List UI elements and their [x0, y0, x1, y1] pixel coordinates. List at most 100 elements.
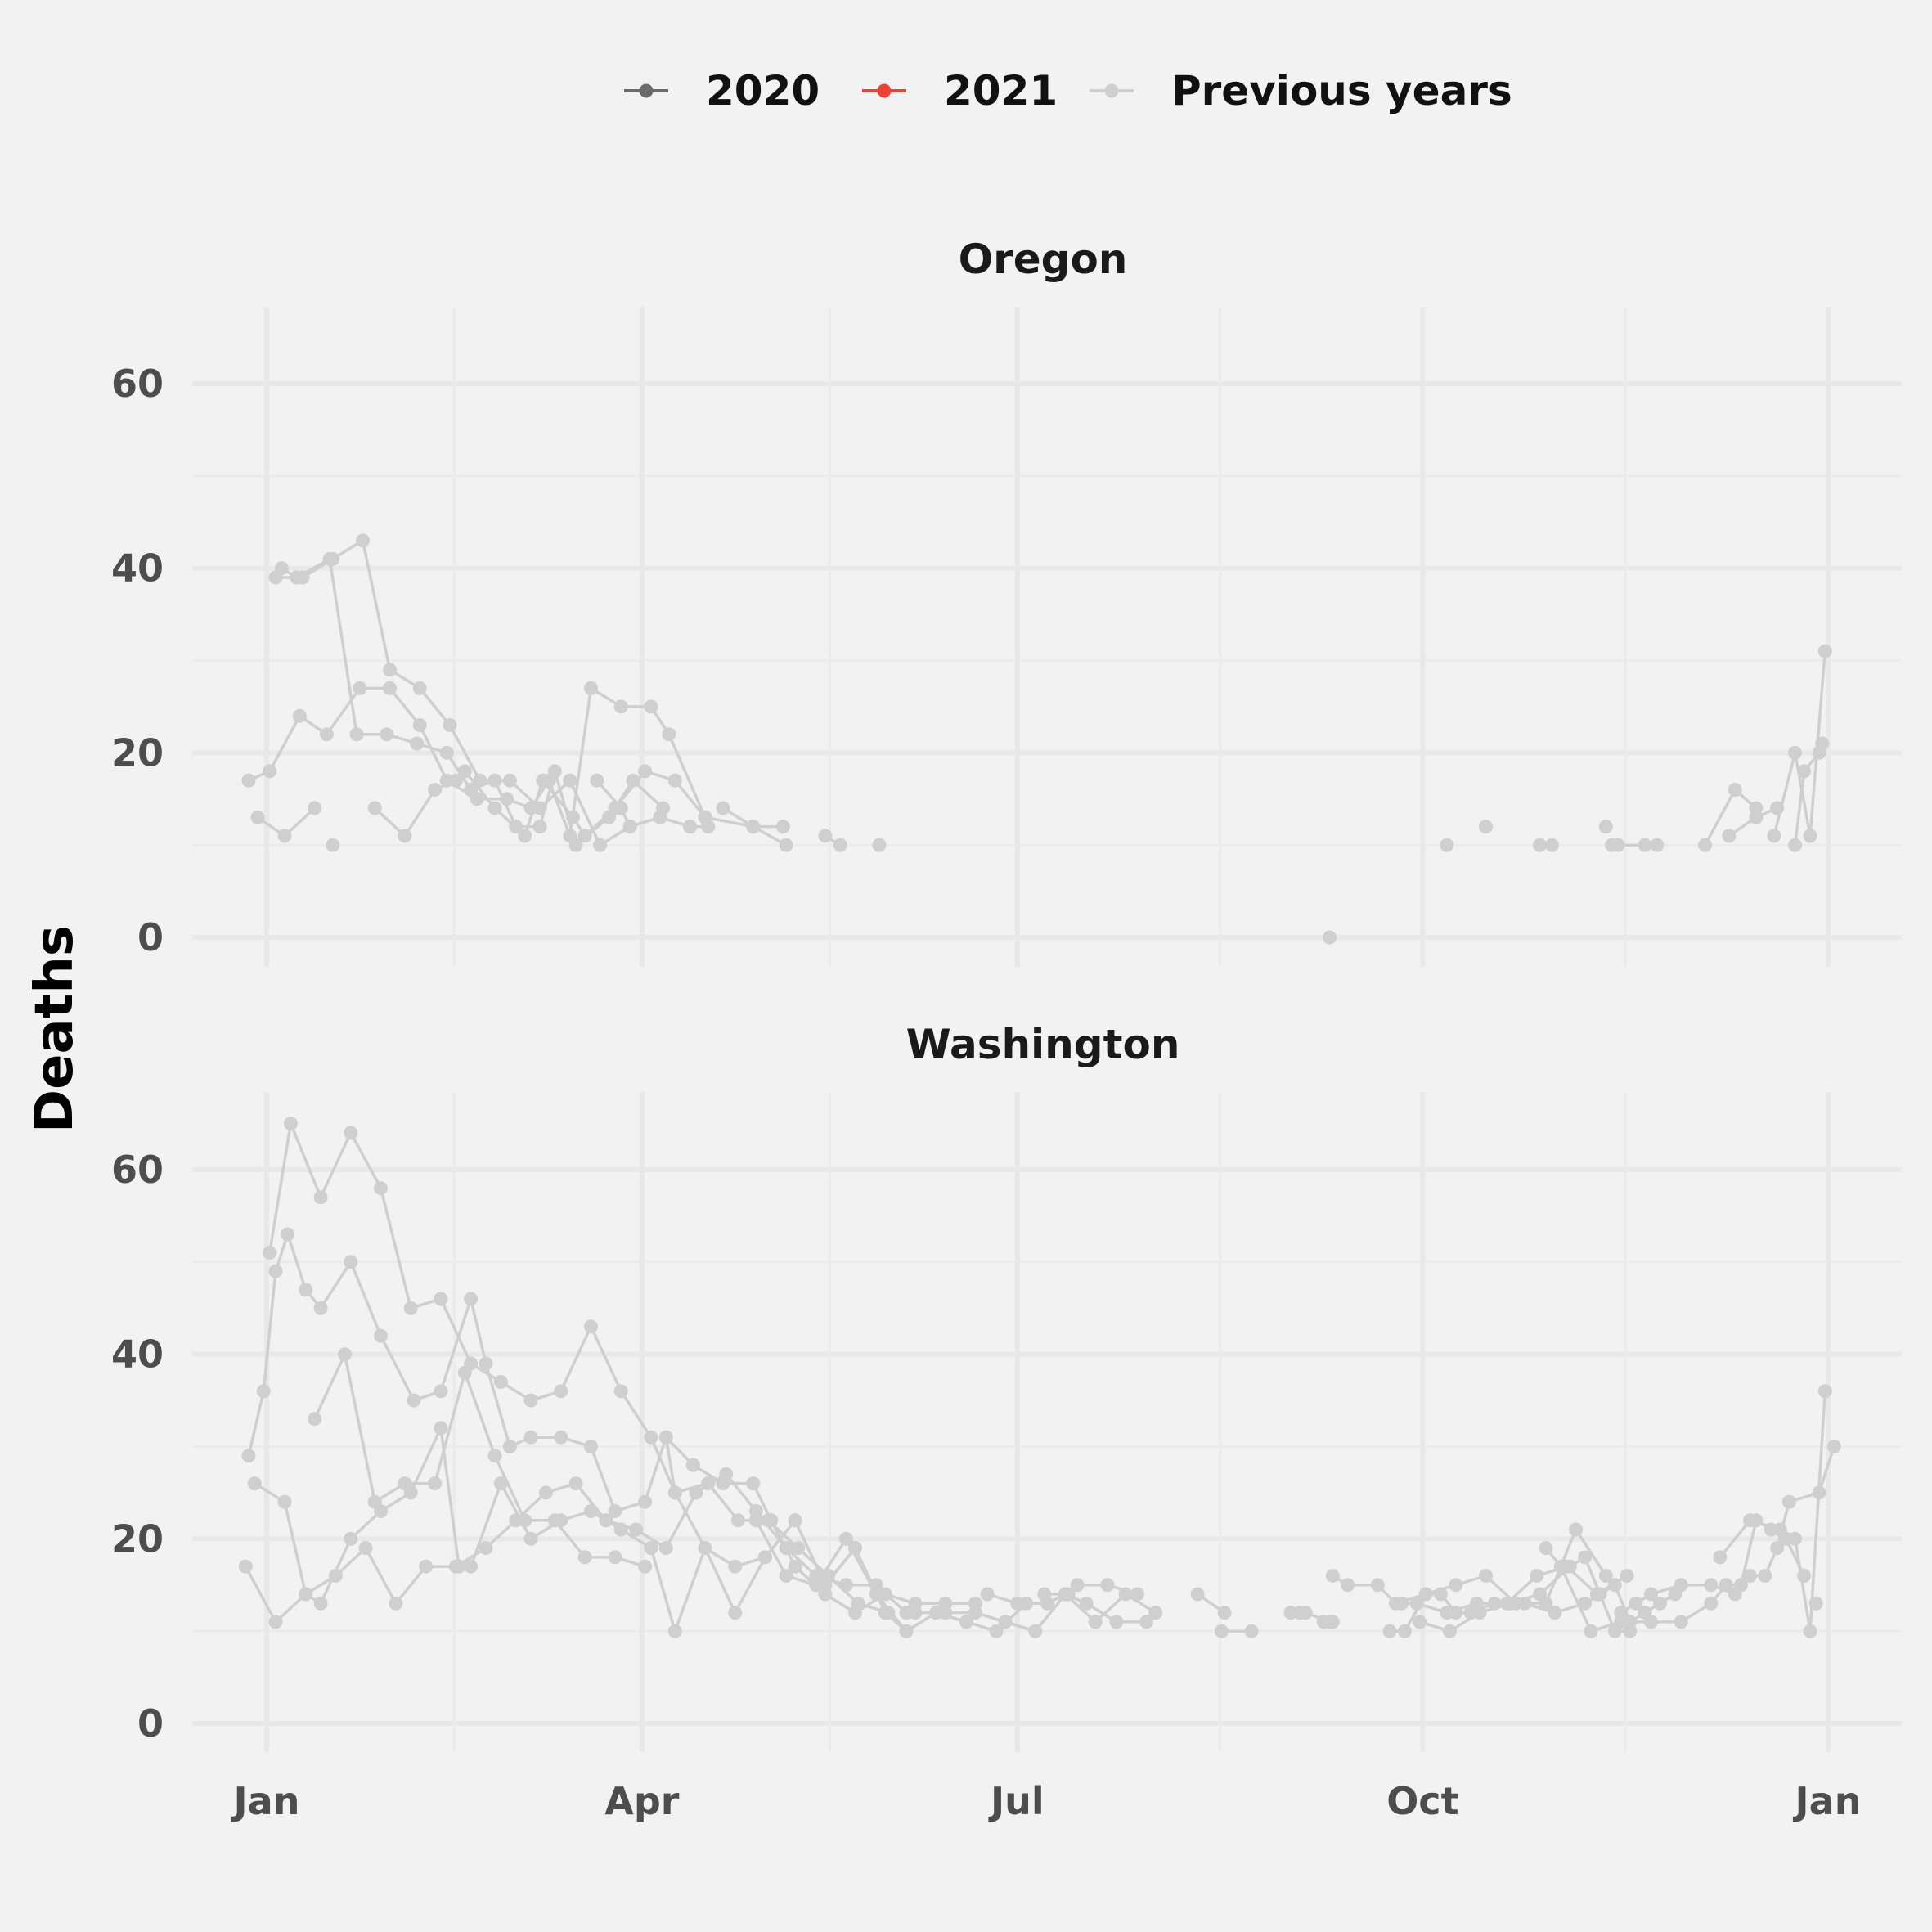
data-point	[1533, 1587, 1548, 1602]
data-point	[263, 764, 277, 779]
data-point	[613, 801, 628, 815]
data-point	[1803, 829, 1817, 843]
data-point	[622, 820, 637, 834]
data-point	[308, 1412, 322, 1427]
data-point	[518, 829, 532, 843]
data-point	[1449, 1606, 1463, 1620]
series-previous-years	[1533, 838, 1559, 852]
series-previous-years	[1323, 930, 1337, 945]
panel-title: Oregon	[959, 236, 1128, 283]
data-point	[791, 1541, 806, 1556]
data-point	[412, 681, 427, 695]
data-point	[613, 699, 628, 714]
data-point	[1803, 1624, 1817, 1638]
data-point	[1611, 838, 1625, 852]
y-tick-label: 20	[111, 1516, 164, 1561]
series-line	[754, 1519, 1027, 1633]
data-point	[775, 820, 790, 834]
data-point	[457, 764, 472, 779]
legend-item-2021: 2021	[862, 67, 1058, 115]
data-point	[899, 1624, 914, 1638]
data-point	[277, 829, 292, 843]
data-point	[1382, 1624, 1397, 1638]
data-point	[746, 820, 761, 834]
series-previous-years	[1713, 1384, 1832, 1638]
data-point	[1298, 1606, 1313, 1620]
data-point	[487, 1449, 502, 1463]
data-point	[1010, 1596, 1025, 1611]
data-point	[374, 1328, 388, 1343]
data-point	[608, 1504, 622, 1518]
legend-label: 2021	[944, 67, 1058, 115]
series-line	[1390, 1584, 1676, 1633]
legend-key-point	[1104, 83, 1119, 98]
data-point	[434, 1421, 448, 1436]
data-point	[403, 1301, 418, 1315]
data-point	[349, 727, 364, 742]
data-point	[584, 1440, 598, 1453]
data-point	[268, 1615, 283, 1629]
data-point	[566, 810, 580, 824]
series-previous-years	[1479, 820, 1493, 834]
data-point	[1533, 838, 1548, 852]
series-previous-years	[241, 681, 793, 852]
data-point	[959, 1615, 973, 1629]
data-point	[358, 1541, 373, 1556]
data-point	[523, 1393, 538, 1408]
data-point	[608, 1550, 622, 1565]
data-point	[439, 745, 454, 760]
x-tick-label: Apr	[604, 1779, 680, 1823]
y-tick-label: 60	[111, 1148, 164, 1192]
data-point	[356, 533, 370, 548]
data-point	[1584, 1624, 1598, 1638]
data-point	[1728, 783, 1742, 797]
data-point	[716, 801, 730, 815]
data-point	[869, 1587, 883, 1602]
data-point	[563, 829, 577, 843]
data-point	[1598, 820, 1613, 834]
data-point	[719, 1467, 734, 1481]
x-tick-label: Jul	[988, 1779, 1045, 1823]
legend: 2020 2021 Previous years	[624, 67, 1512, 115]
data-point	[839, 1578, 853, 1593]
series-previous-years	[818, 829, 847, 852]
data-point	[1808, 1596, 1823, 1611]
panel-oregon: Oregon 0 20 40 60	[111, 236, 1902, 967]
data-point	[448, 773, 463, 788]
data-point	[344, 1126, 358, 1140]
data-point	[629, 1522, 644, 1537]
data-point	[1217, 1606, 1232, 1620]
series-line	[1808, 651, 1827, 837]
data-point	[1770, 1541, 1785, 1556]
data-point	[1743, 1569, 1757, 1583]
data-point	[667, 1485, 682, 1500]
series-line	[1004, 1593, 1097, 1633]
series-previous-years	[1413, 1550, 1638, 1638]
data-point	[256, 1384, 271, 1399]
data-point	[584, 1319, 598, 1334]
series-previous-years	[263, 1117, 896, 1620]
data-point	[554, 1430, 568, 1445]
series-previous-years	[1808, 1596, 1823, 1611]
data-point	[1323, 1615, 1337, 1629]
data-point	[412, 718, 427, 732]
data-point	[1148, 1606, 1163, 1620]
data-point	[1503, 1596, 1517, 1611]
data-point	[1797, 764, 1812, 779]
data-point	[653, 810, 667, 824]
data-point	[479, 1541, 493, 1556]
series-previous-years	[1298, 1606, 1337, 1629]
data-point	[367, 1494, 382, 1509]
data-point	[590, 773, 604, 788]
data-point	[1598, 1569, 1613, 1583]
data-point	[746, 1476, 761, 1491]
data-point	[407, 1393, 421, 1408]
data-point	[536, 773, 550, 788]
data-point	[1553, 1559, 1568, 1574]
data-point	[1788, 745, 1803, 760]
data-point	[667, 1624, 682, 1638]
data-point	[1070, 1578, 1085, 1593]
data-point	[1704, 1578, 1719, 1593]
data-point	[577, 829, 592, 843]
series-group	[238, 1117, 1841, 1638]
